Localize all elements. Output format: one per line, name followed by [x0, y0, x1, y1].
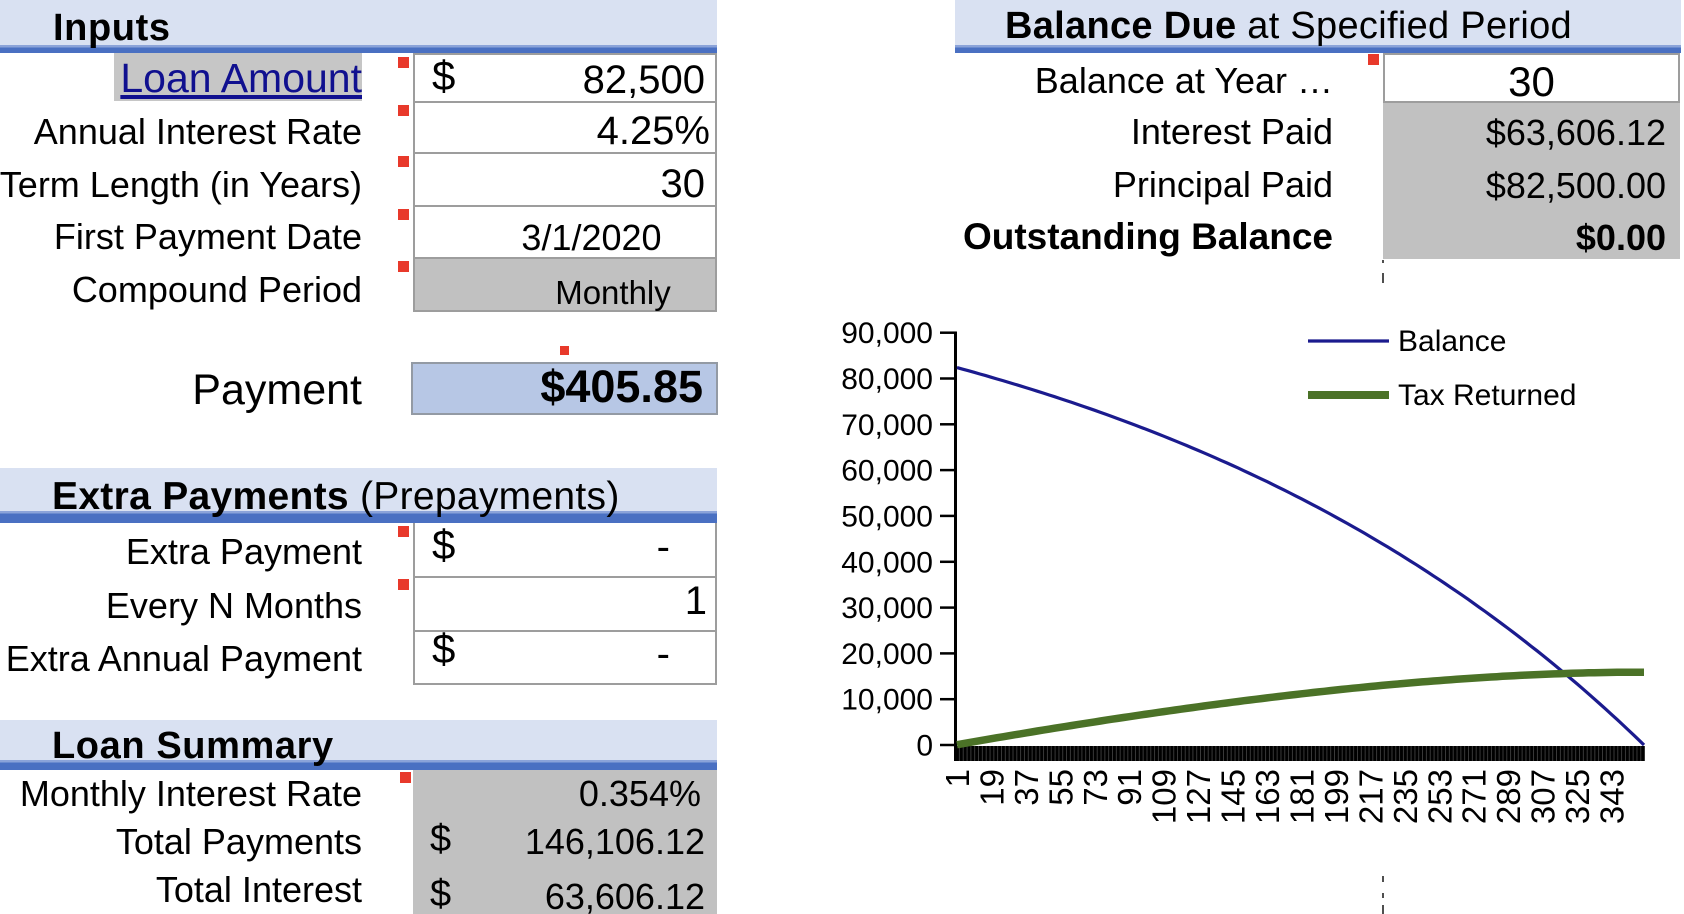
svg-text:10,000: 10,000: [841, 684, 933, 717]
svg-text:90,000: 90,000: [841, 317, 933, 350]
svg-text:163: 163: [1249, 769, 1286, 824]
svg-text:91: 91: [1111, 769, 1148, 806]
svg-text:70,000: 70,000: [841, 409, 933, 442]
svg-text:80,000: 80,000: [841, 363, 933, 396]
svg-text:Tax Returned: Tax Returned: [1398, 379, 1576, 412]
svg-text:271: 271: [1456, 769, 1493, 824]
svg-text:55: 55: [1042, 769, 1079, 806]
svg-text:253: 253: [1421, 769, 1458, 824]
svg-text:19: 19: [973, 769, 1010, 806]
svg-text:40,000: 40,000: [841, 546, 933, 579]
svg-text:325: 325: [1559, 769, 1596, 824]
svg-text:109: 109: [1146, 769, 1183, 824]
svg-text:30,000: 30,000: [841, 592, 933, 625]
svg-text:181: 181: [1284, 769, 1321, 824]
svg-text:37: 37: [1008, 769, 1045, 806]
svg-text:0: 0: [916, 730, 933, 763]
svg-text:145: 145: [1215, 769, 1252, 824]
svg-text:73: 73: [1077, 769, 1114, 806]
svg-text:235: 235: [1387, 769, 1424, 824]
svg-text:199: 199: [1318, 769, 1355, 824]
svg-text:307: 307: [1525, 769, 1562, 824]
svg-text:60,000: 60,000: [841, 455, 933, 488]
svg-text:20,000: 20,000: [841, 638, 933, 671]
svg-text:1: 1: [939, 769, 976, 787]
svg-text:Balance: Balance: [1398, 325, 1506, 358]
svg-text:343: 343: [1594, 769, 1631, 824]
svg-text:127: 127: [1180, 769, 1217, 824]
svg-text:50,000: 50,000: [841, 500, 933, 533]
svg-text:217: 217: [1352, 769, 1389, 824]
svg-text:289: 289: [1490, 769, 1527, 824]
